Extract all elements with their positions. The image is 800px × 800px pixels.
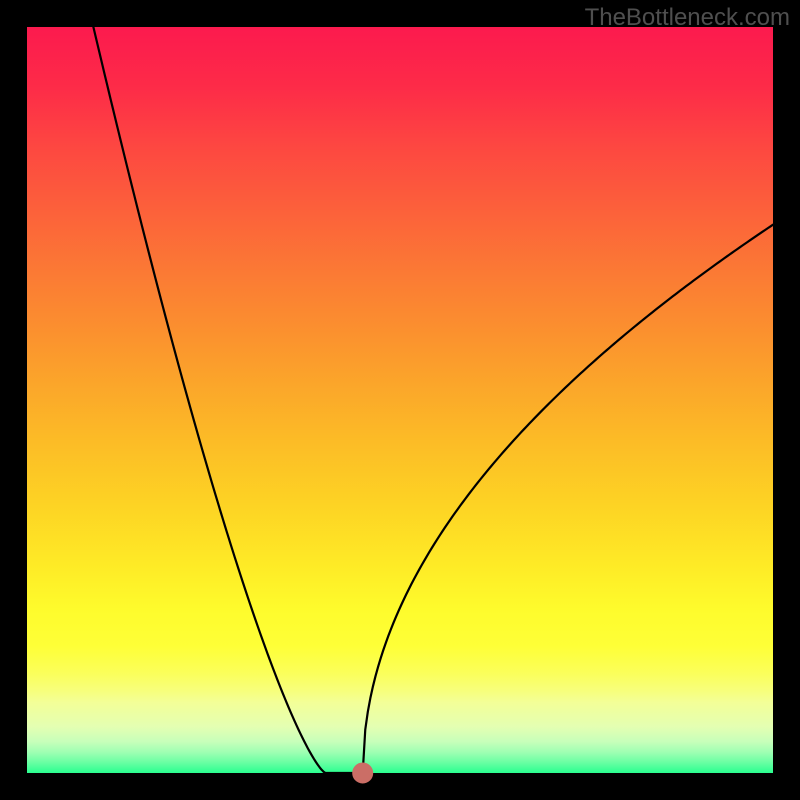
minimum-marker bbox=[353, 763, 373, 783]
watermark-text: TheBottleneck.com bbox=[585, 4, 790, 32]
bottleneck-chart bbox=[0, 0, 800, 800]
plot-area bbox=[27, 27, 773, 773]
